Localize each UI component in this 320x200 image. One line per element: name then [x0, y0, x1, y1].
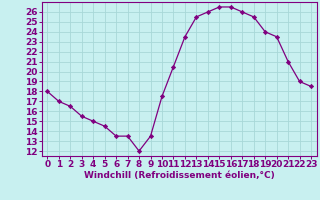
X-axis label: Windchill (Refroidissement éolien,°C): Windchill (Refroidissement éolien,°C) — [84, 171, 275, 180]
